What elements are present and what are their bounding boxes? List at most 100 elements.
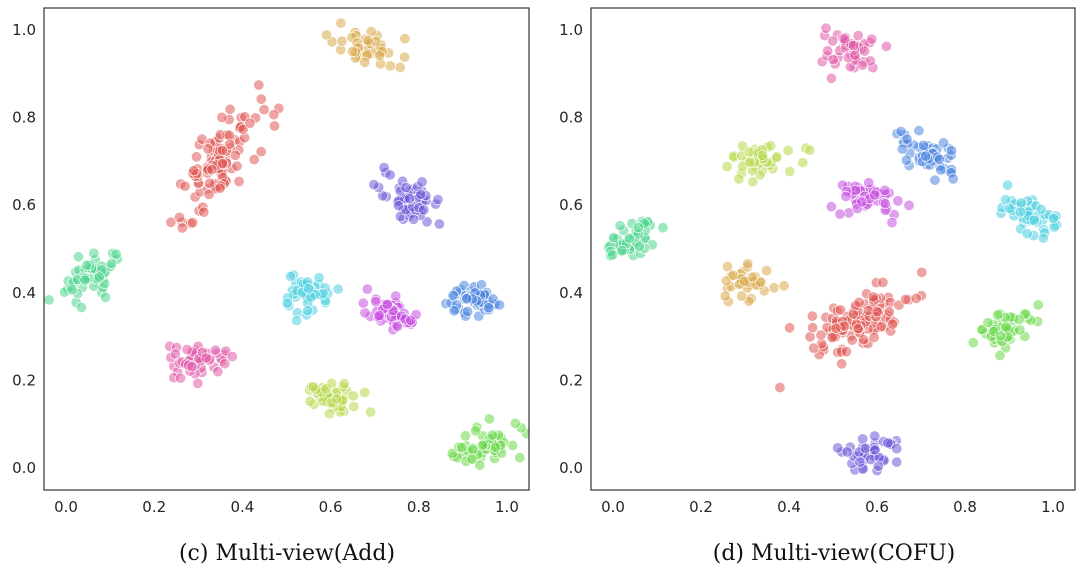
point-c-1 [203, 188, 215, 200]
point-d-9 [891, 443, 903, 455]
axes-frame-d [590, 7, 1076, 491]
point-d-2 [747, 176, 759, 188]
point-d-0 [856, 59, 868, 71]
point-c-8 [347, 390, 359, 402]
point-d-7 [875, 321, 887, 333]
point-d-3 [834, 208, 846, 220]
point-c-1 [176, 222, 188, 234]
point-d-5 [633, 240, 645, 252]
point-d-8 [994, 349, 1006, 361]
panel-d: 0.0 0.2 0.4 0.6 0.8 1.0 0.0 0.2 0.4 0.6 0.8 1.0 (d) … [559, 7, 1076, 566]
point-d-3 [879, 198, 891, 210]
point-d-7 [858, 334, 870, 346]
point-c-6 [462, 305, 474, 317]
point-c-8 [359, 386, 371, 398]
point-c-1 [198, 206, 210, 218]
point-d-5 [632, 222, 644, 234]
point-c-0 [399, 51, 411, 63]
point-d-2 [744, 157, 756, 169]
point-c-1 [255, 146, 267, 158]
point-d-7 [910, 292, 922, 304]
point-d-9 [891, 456, 903, 468]
point-d-9 [857, 433, 869, 445]
point-c-6 [483, 302, 495, 314]
point-c-1 [268, 120, 280, 132]
point-d-7 [807, 322, 819, 334]
point-c-7 [181, 343, 193, 355]
x-tick-label: 0.6 [319, 498, 343, 516]
point-d-9 [859, 442, 871, 454]
point-d-8 [1032, 299, 1044, 311]
point-d-7 [815, 329, 827, 341]
point-c-7 [212, 366, 224, 378]
point-c-6 [447, 289, 459, 301]
point-c-9 [514, 452, 526, 464]
point-c-1 [224, 103, 236, 115]
point-c-3 [110, 248, 122, 260]
point-c-0 [362, 35, 374, 47]
point-d-4 [1002, 179, 1014, 191]
point-c-0 [374, 50, 386, 62]
y-tick-label: 0.8 [559, 109, 583, 127]
point-c-6 [448, 305, 460, 317]
point-c-7 [186, 361, 198, 373]
point-d-4 [1048, 212, 1060, 224]
point-d-7 [871, 306, 883, 318]
point-d-8 [1000, 321, 1012, 333]
point-c-1 [231, 160, 243, 172]
point-d-6 [754, 276, 766, 288]
point-d-6 [778, 280, 790, 292]
point-c-1 [174, 211, 186, 223]
point-d-1 [920, 150, 932, 162]
point-d-2 [797, 157, 809, 169]
point-d-1 [933, 153, 945, 165]
panel-caption: (c) Multi-view(Add) [179, 541, 395, 566]
point-c-3 [66, 284, 78, 296]
point-d-4 [1028, 214, 1040, 226]
x-tick-label: 1.0 [1041, 498, 1065, 516]
point-d-8 [992, 309, 1004, 321]
point-c-0 [399, 33, 411, 45]
point-c-9 [476, 439, 488, 451]
point-d-8 [1013, 313, 1025, 325]
point-d-2 [733, 173, 745, 185]
point-c-8 [364, 406, 376, 418]
point-d-8 [967, 337, 979, 349]
point-c-3 [44, 294, 55, 306]
point-c-1 [216, 157, 228, 169]
point-c-2 [368, 179, 380, 191]
point-d-3 [892, 195, 904, 207]
point-d-2 [784, 166, 796, 178]
point-c-2 [378, 162, 390, 174]
point-c-9 [467, 443, 479, 455]
point-d-4 [999, 194, 1011, 206]
point-c-8 [307, 381, 319, 393]
point-d-7 [900, 293, 912, 305]
point-d-9 [872, 460, 884, 472]
point-d-7 [846, 334, 858, 346]
point-d-1 [945, 145, 957, 157]
x-tick-label: 0.6 [865, 498, 889, 516]
point-c-1 [206, 164, 218, 176]
point-d-7 [867, 291, 879, 303]
y-tick-label: 0.4 [559, 284, 583, 302]
point-d-7 [916, 266, 928, 278]
point-d-1 [937, 137, 949, 149]
point-c-1 [204, 177, 216, 189]
x-tick-label: 0.0 [54, 498, 78, 516]
point-c-7 [226, 350, 238, 362]
point-d-8 [1014, 324, 1026, 336]
point-d-0 [825, 72, 837, 84]
point-d-3 [879, 184, 891, 196]
point-c-8 [331, 393, 343, 405]
point-d-7 [774, 381, 786, 393]
point-d-7 [840, 346, 852, 358]
point-c-3 [93, 271, 105, 283]
point-c-9 [446, 447, 458, 459]
point-d-7 [847, 308, 859, 320]
point-c-2 [432, 194, 444, 206]
panel-c: 0.0 0.2 0.4 0.6 0.8 1.0 0.0 0.2 0.4 0.6 0.8 1.0 (c) … [12, 7, 530, 566]
point-d-1 [935, 164, 947, 176]
point-d-9 [832, 442, 844, 454]
